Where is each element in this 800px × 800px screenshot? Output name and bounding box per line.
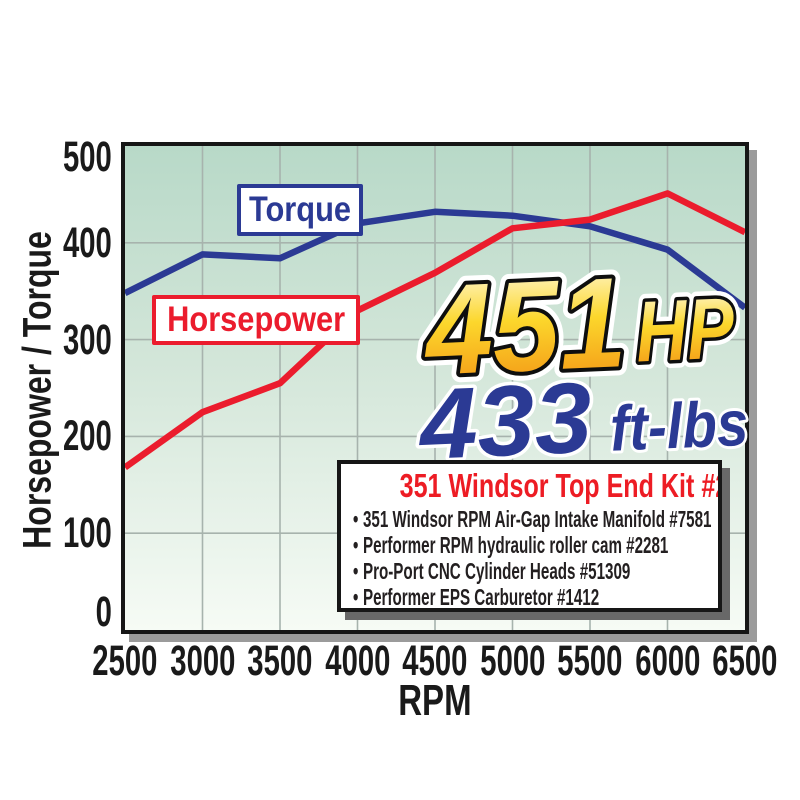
- x-tick-text: 4000: [324, 637, 391, 685]
- curves-svg: [125, 146, 745, 630]
- horsepower-legend-label: Horsepower: [166, 300, 346, 339]
- x-tick-text: 3500: [247, 637, 313, 685]
- x-tick-label: 6000: [608, 637, 728, 685]
- x-tick-text: 5000: [479, 637, 546, 685]
- kit-part-item: Performer EPS Carburetor #1412: [353, 584, 599, 608]
- x-tick-text: 6500: [712, 637, 778, 685]
- plot-area: Torque Horsepower 451 HP 451 HP 43: [121, 142, 753, 634]
- y-tick-text: 200: [63, 412, 112, 461]
- y-tick-label: 200: [0, 412, 112, 461]
- y-tick-text: 0: [95, 588, 112, 636]
- torque-legend-label: Torque: [248, 190, 352, 229]
- x-axis-title: RPM: [398, 676, 472, 725]
- y-tick-label: 100: [0, 509, 112, 558]
- kit-part-item: Performer RPM hydraulic roller cam #2281: [353, 532, 668, 558]
- x-tick-label: 4000: [298, 637, 418, 685]
- horsepower-legend-box: Horsepower: [152, 295, 360, 345]
- x-tick-label: 5000: [453, 637, 573, 685]
- kit-part-item: 351 Windsor RPM Air-Gap Intake Manifold …: [353, 506, 712, 532]
- torque-curve: [125, 208, 745, 311]
- x-tick-text: 5500: [557, 637, 623, 685]
- x-tick-label: 6500: [685, 637, 800, 685]
- x-tick-text: 2500: [92, 637, 158, 685]
- x-tick-label: 2500: [65, 637, 185, 685]
- kit-title: 351 Windsor Top End Kit #2093: [399, 467, 718, 504]
- y-tick-label: 400: [0, 218, 112, 267]
- kit-part-item: Pro-Port CNC Cylinder Heads #51309: [353, 558, 630, 584]
- y-tick-text: 400: [63, 218, 112, 267]
- x-tick-text: 3000: [169, 637, 236, 685]
- y-tick-label: 500: [0, 133, 112, 181]
- y-tick-label: 0: [0, 588, 112, 636]
- kit-info-box: 351 Windsor Top End Kit #2093 351 Windso…: [337, 460, 722, 612]
- kit-parts-list: 351 Windsor RPM Air-Gap Intake Manifold …: [341, 506, 718, 608]
- torque-legend-box: Torque: [237, 184, 363, 236]
- y-tick-label: 300: [0, 315, 112, 364]
- y-tick-text: 100: [63, 509, 112, 558]
- x-tick-label: 3000: [143, 637, 263, 685]
- y-axis-title: Horsepower / Torque: [15, 231, 60, 549]
- x-tick-label: 3500: [220, 637, 340, 685]
- y-tick-text: 500: [63, 133, 112, 181]
- x-tick-label: 4500: [375, 637, 495, 685]
- x-tick-text: 6000: [634, 637, 701, 685]
- x-tick-text: 4500: [402, 637, 468, 685]
- y-tick-text: 300: [63, 315, 112, 364]
- horsepower-curve: [125, 190, 745, 471]
- x-tick-label: 5500: [530, 637, 650, 685]
